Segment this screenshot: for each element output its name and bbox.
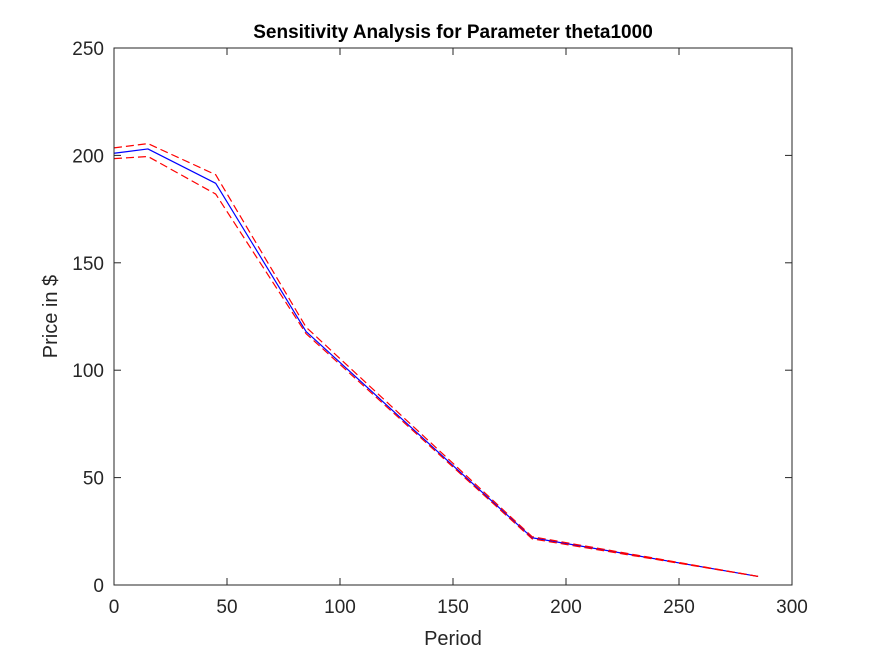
x-tick-label: 100	[324, 597, 356, 618]
tick-layer: 0 50 100 150 200 250 300 0 50 100 150 200 250	[72, 39, 808, 618]
x-axis-label: Period	[424, 628, 482, 650]
y-axis-label: Price in $	[40, 275, 62, 358]
y-tick-label: 150	[72, 254, 104, 275]
series-line-3	[113, 155, 759, 578]
plot-area	[114, 48, 792, 585]
y-tick-label: 250	[72, 39, 104, 60]
series-line-1	[113, 148, 759, 578]
series-layer	[113, 142, 759, 578]
y-tick-label: 50	[83, 469, 104, 490]
y-tick-label: 200	[72, 146, 104, 167]
chart-title: Sensitivity Analysis for Parameter theta…	[253, 22, 653, 43]
x-tick-label: 300	[776, 597, 808, 618]
x-tick-label: 0	[109, 597, 120, 618]
y-tick-label: 100	[72, 361, 104, 382]
series-line-2	[113, 142, 759, 578]
x-tick-label: 150	[437, 597, 469, 618]
y-tick-label: 0	[93, 576, 104, 597]
x-tick-label: 200	[550, 597, 582, 618]
x-tick-label: 250	[663, 597, 695, 618]
x-tick-label: 50	[216, 597, 237, 618]
